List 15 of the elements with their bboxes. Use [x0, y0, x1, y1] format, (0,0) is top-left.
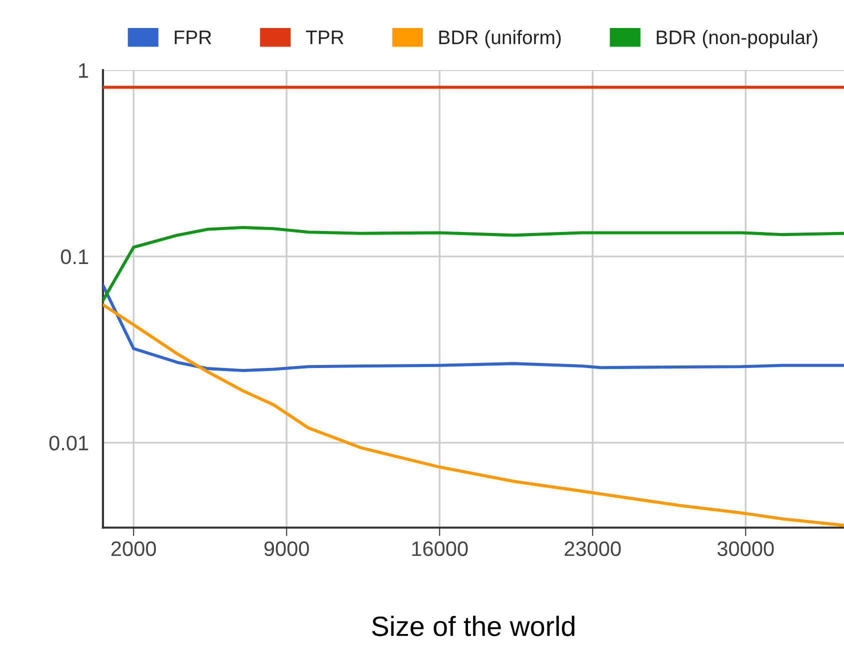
legend-label: BDR (uniform)	[439, 30, 561, 48]
y-tick-label: 1	[79, 63, 88, 78]
y-tick-label: 0.1	[60, 249, 88, 264]
x-tick-label: 23000	[564, 541, 621, 556]
x-tick-label: 30000	[717, 541, 774, 556]
legend-label: FPR	[174, 30, 212, 44]
x-tick-label: 2000	[111, 541, 156, 556]
y-tick-label: 0.01	[49, 436, 88, 450]
x-tick-label: 16000	[412, 541, 468, 556]
line-series	[102, 226, 844, 302]
x-axis-title: Size of the world	[372, 616, 574, 636]
legend-label: TPR	[306, 30, 344, 44]
x-tick-label: 9000	[264, 541, 309, 556]
legend-label: BDR (non-popular)	[656, 30, 818, 48]
line-series	[102, 284, 844, 372]
